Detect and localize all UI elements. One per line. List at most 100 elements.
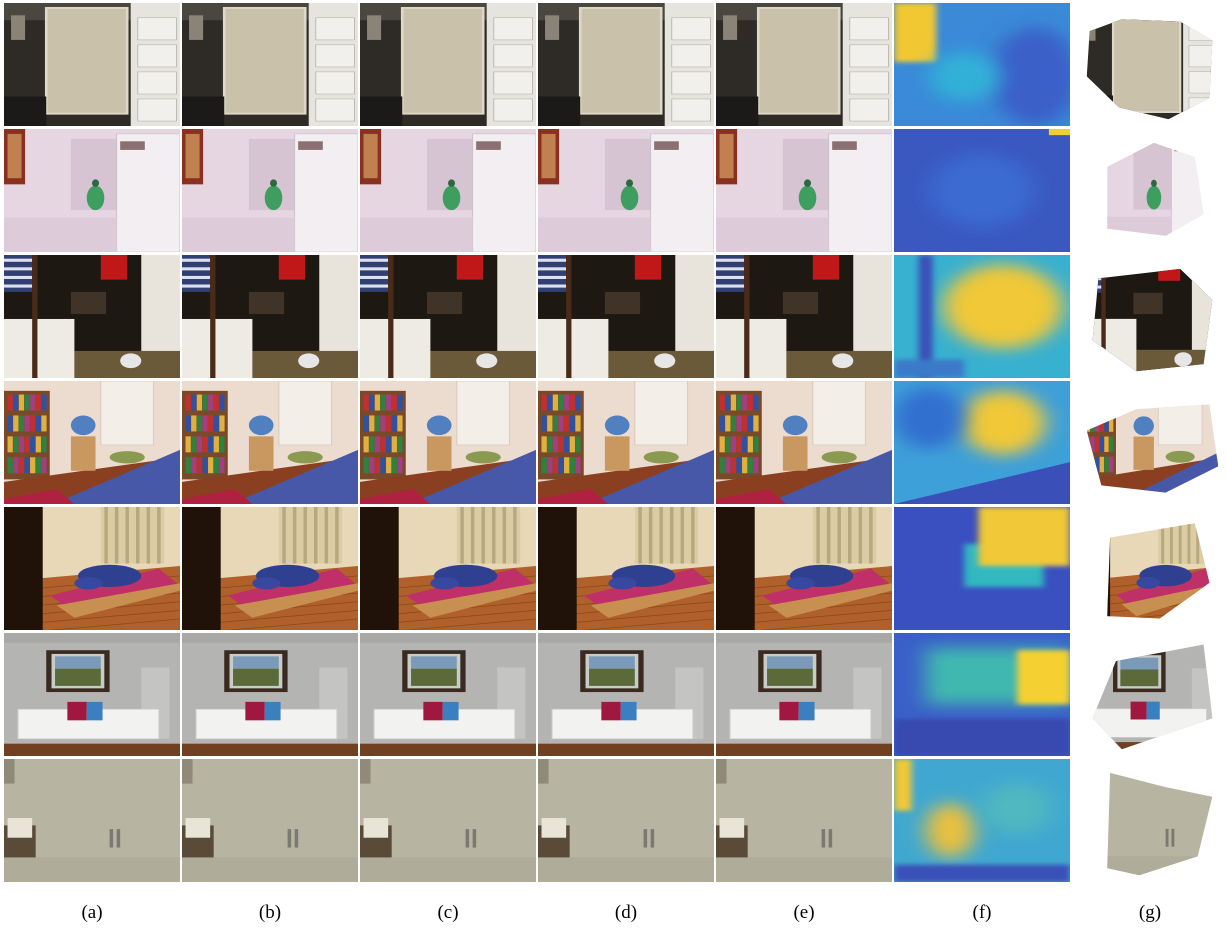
shape	[919, 255, 933, 378]
shape	[1109, 457, 1113, 472]
shape	[961, 391, 1045, 455]
shape	[731, 395, 736, 411]
shape	[360, 319, 430, 378]
shape	[1101, 257, 1105, 376]
shape	[725, 436, 730, 452]
shape	[716, 267, 744, 270]
column-label: (g)	[1139, 902, 1161, 923]
shape	[411, 669, 457, 686]
shape	[716, 507, 755, 630]
shape	[36, 436, 41, 452]
shape	[564, 395, 569, 411]
shape	[110, 451, 145, 463]
shape	[182, 218, 295, 252]
shape	[1147, 186, 1162, 210]
shape	[4, 96, 46, 126]
shape	[13, 457, 18, 473]
shape	[575, 436, 580, 452]
cloud-group	[1078, 383, 1224, 502]
shape	[1049, 129, 1070, 135]
shape	[293, 507, 297, 564]
shape	[736, 457, 741, 473]
shape	[742, 415, 747, 431]
shape	[249, 292, 284, 314]
column-label: (e)	[793, 902, 814, 923]
shape	[245, 702, 264, 720]
shape	[411, 656, 457, 668]
shape	[423, 702, 442, 720]
shape	[822, 451, 857, 463]
shape	[4, 759, 15, 784]
shape	[720, 134, 734, 178]
shape	[720, 457, 725, 473]
shape	[716, 259, 744, 262]
shape	[547, 415, 552, 431]
shape	[13, 436, 18, 452]
shape	[494, 45, 533, 67]
shape	[219, 395, 224, 411]
shape	[32, 255, 37, 378]
shape	[837, 507, 841, 564]
shape	[494, 99, 533, 121]
shape	[55, 656, 101, 668]
shape	[214, 415, 219, 431]
shape	[1100, 416, 1104, 431]
shape	[117, 829, 121, 847]
shape	[731, 415, 736, 431]
shape	[644, 829, 648, 847]
shape	[1095, 437, 1099, 452]
shape	[138, 72, 177, 94]
figure: (a)(b)(c)(d)(e)(f)(g)	[0, 0, 1227, 929]
shape	[894, 387, 964, 449]
shape	[783, 436, 808, 470]
shape	[1078, 825, 1104, 880]
shape	[1170, 509, 1173, 564]
shape	[476, 141, 501, 150]
shape	[621, 186, 639, 211]
shape	[538, 259, 566, 262]
shape	[397, 457, 402, 473]
shape	[182, 96, 224, 126]
shape	[186, 436, 191, 452]
shape	[1109, 416, 1113, 431]
shape	[1133, 293, 1162, 314]
shape	[380, 395, 385, 411]
shape	[542, 457, 547, 473]
shape	[1104, 457, 1108, 472]
shape	[386, 415, 391, 431]
shape	[41, 395, 46, 411]
shape	[1078, 131, 1096, 185]
shape	[558, 415, 563, 431]
shape	[36, 457, 41, 473]
cloud-group	[1078, 635, 1224, 754]
shape	[249, 436, 274, 470]
shape	[538, 857, 714, 882]
shape	[375, 436, 380, 452]
shape	[626, 179, 633, 186]
shape	[605, 292, 640, 314]
shape	[1131, 702, 1147, 720]
shape	[202, 395, 207, 411]
shape	[197, 395, 202, 411]
shape	[360, 744, 536, 756]
shape	[575, 415, 580, 431]
shape	[380, 436, 385, 452]
shape	[545, 15, 559, 40]
shape	[1179, 509, 1182, 564]
shape	[1078, 261, 1101, 264]
shape	[1081, 818, 1101, 837]
shape	[1158, 257, 1180, 281]
shape	[720, 415, 725, 431]
shape	[894, 360, 964, 378]
shape	[672, 18, 711, 40]
shape	[547, 457, 552, 473]
shape	[1205, 509, 1208, 564]
frame-image	[538, 255, 714, 378]
frame-image	[182, 759, 358, 882]
shape	[779, 702, 798, 720]
shape	[460, 507, 464, 564]
shape	[189, 15, 203, 40]
shape	[182, 857, 358, 882]
shape	[816, 507, 820, 564]
shape	[753, 415, 758, 431]
